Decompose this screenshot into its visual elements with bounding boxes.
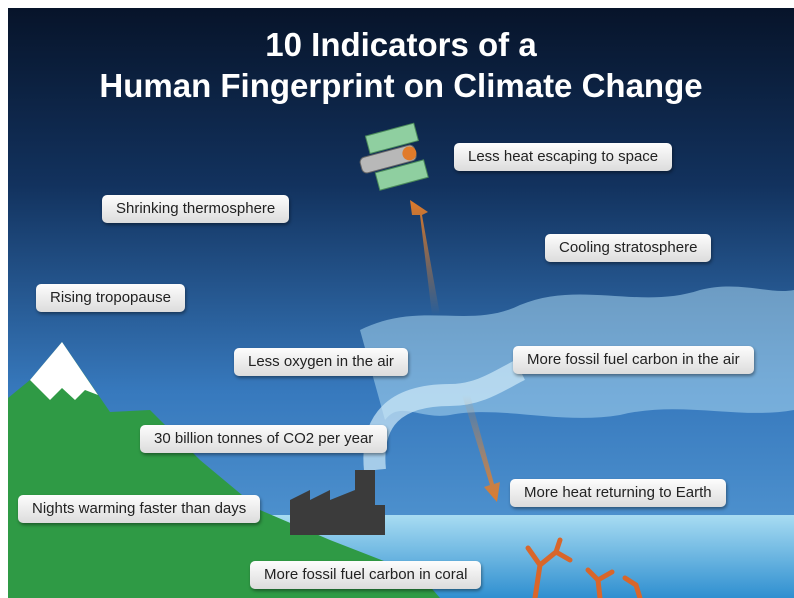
- title: Human Fingerprint on Climate Change: [99, 67, 703, 104]
- land: [8, 342, 440, 598]
- satellite: [359, 122, 429, 191]
- indicator-label: Less oxygen in the air: [234, 348, 408, 376]
- arrow-down: [462, 395, 500, 502]
- factory: [290, 470, 385, 535]
- indicator-label: Cooling stratosphere: [545, 234, 712, 262]
- indicator-label: Shrinking thermosphere: [102, 195, 290, 223]
- coral: [525, 537, 643, 598]
- indicator-label: More heat returning to Earth: [510, 479, 726, 507]
- indicator-label: Nights warming faster than days: [18, 495, 261, 523]
- snow: [30, 342, 98, 400]
- arrow-up: [410, 200, 440, 315]
- indicator-label: More fossil fuel carbon in the air: [513, 346, 754, 374]
- title: 10 Indicators of a: [265, 26, 537, 63]
- indicator-label: 30 billion tonnes of CO2 per year: [140, 425, 388, 453]
- indicator-label: More fossil fuel carbon in coral: [250, 561, 482, 589]
- indicator-label: Rising tropopause: [36, 284, 185, 312]
- indicator-label: Less heat escaping to space: [454, 143, 673, 171]
